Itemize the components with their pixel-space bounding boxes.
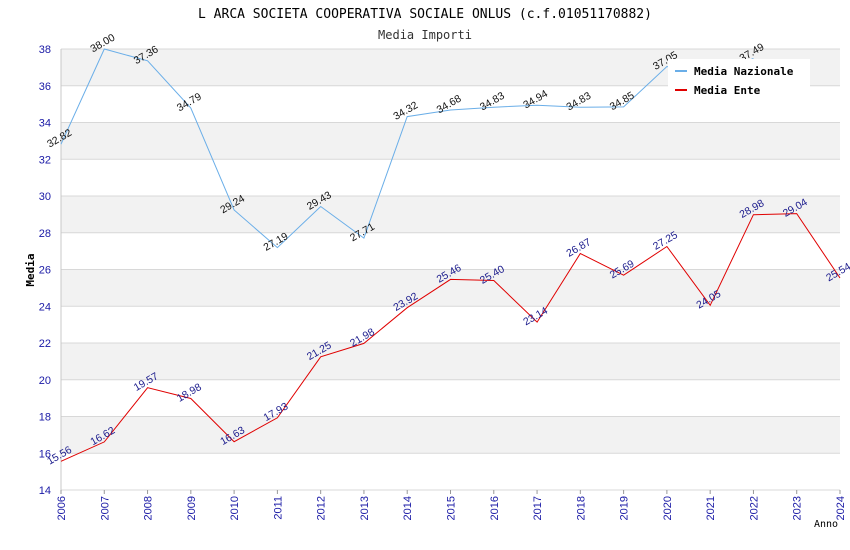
x-axis-label: Anno <box>814 519 838 530</box>
series-line-media-nazionale <box>60 48 754 249</box>
y-tick-label: 20 <box>39 375 51 387</box>
legend-label: Media Ente <box>694 84 761 97</box>
legend-label: Media Nazionale <box>694 65 794 78</box>
x-tick-label: 2016 <box>489 496 501 520</box>
y-tick-label: 32 <box>39 154 51 166</box>
y-tick-label: 26 <box>39 265 51 277</box>
chart-subtitle: Media Importi <box>378 28 472 42</box>
y-tick-label: 16 <box>39 448 51 460</box>
grid-band <box>61 416 840 454</box>
x-tick-label: 2022 <box>748 496 760 520</box>
x-tick-label: 2013 <box>359 496 371 520</box>
grid-band <box>61 343 840 380</box>
y-tick-label: 28 <box>39 228 51 240</box>
y-tick-label: 30 <box>39 191 51 203</box>
grid-band <box>61 232 840 270</box>
x-tick-label: 2017 <box>532 496 544 520</box>
x-tick-label: 2007 <box>99 496 111 520</box>
x-tick-label: 2015 <box>446 496 458 520</box>
x-tick-label: 2006 <box>56 496 68 520</box>
y-tick-label: 14 <box>39 485 51 497</box>
x-axis-ticks: 2006 2007 2008 2009 2010 2011 2012 2013 2014 2015… <box>56 490 847 520</box>
x-tick-label: 2009 <box>186 496 198 520</box>
legend-box <box>668 59 810 107</box>
grid-band <box>61 269 840 307</box>
y-tick-label: 24 <box>39 301 51 313</box>
legend: Media Nazionale Media Ente <box>668 59 810 107</box>
y-tick-label: 22 <box>39 338 51 350</box>
x-tick-label: 2019 <box>619 496 631 520</box>
series-line-media-ente <box>60 213 841 462</box>
grid-band <box>61 196 840 233</box>
y-axis-ticks: 14 16 18 20 22 24 26 28 30 32 34 36 38 <box>39 44 51 497</box>
x-tick-label: 2008 <box>143 496 155 520</box>
plot-background <box>60 48 840 491</box>
y-tick-label: 34 <box>39 118 51 130</box>
y-tick-label: 18 <box>39 412 51 424</box>
x-tick-label: 2011 <box>272 496 284 520</box>
x-tick-label: 2018 <box>575 496 587 520</box>
grid-band <box>61 306 840 343</box>
chart-title: L ARCA SOCIETA COOPERATIVA SOCIALE ONLUS… <box>198 7 652 22</box>
grid-band <box>61 453 840 490</box>
x-tick-label: 2010 <box>229 496 241 520</box>
x-tick-label: 2024 <box>835 496 847 520</box>
y-tick-label: 36 <box>39 81 51 93</box>
x-tick-label: 2020 <box>662 496 674 520</box>
y-axis-label: Media <box>24 253 37 286</box>
grid-band <box>61 122 840 160</box>
x-tick-label: 2021 <box>705 496 717 520</box>
grid-band <box>61 159 840 196</box>
y-tick-label: 38 <box>39 44 51 56</box>
x-tick-label: 2012 <box>316 496 328 520</box>
x-tick-label: 2023 <box>792 496 804 520</box>
x-tick-label: 2014 <box>402 496 414 520</box>
series-lines <box>60 48 841 462</box>
